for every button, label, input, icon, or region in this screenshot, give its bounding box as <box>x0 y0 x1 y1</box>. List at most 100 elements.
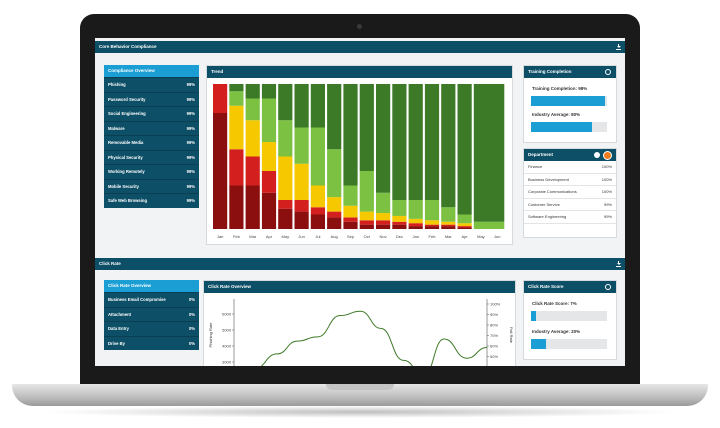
trend-bar-segment[interactable] <box>424 224 440 227</box>
trend-bar-segment[interactable] <box>229 149 244 186</box>
trend-bar-segment[interactable] <box>245 185 260 230</box>
trend-bar-segment[interactable] <box>359 84 374 171</box>
trend-bar-segment[interactable] <box>343 205 358 218</box>
department-row[interactable]: Customer Service 99% <box>524 199 616 211</box>
trend-bar-segment[interactable] <box>310 84 325 128</box>
trend-bar-segment[interactable] <box>327 211 342 218</box>
click-rate-item[interactable]: Data Entry 0% <box>104 321 199 336</box>
trend-bar-segment[interactable] <box>213 84 228 113</box>
trend-bar-segment[interactable] <box>343 84 358 186</box>
trend-bar-segment[interactable] <box>457 223 472 227</box>
trend-bar-segment[interactable] <box>229 91 244 106</box>
compliance-item[interactable]: Physical Security 99% <box>104 149 199 164</box>
department-row[interactable]: Software Engineering 99% <box>524 211 616 224</box>
trend-bar-segment[interactable] <box>343 185 358 206</box>
trend-bar-segment[interactable] <box>457 227 472 229</box>
trend-bar-segment[interactable] <box>457 226 472 228</box>
toggle-off-icon[interactable] <box>594 152 600 158</box>
trend-bar-segment[interactable] <box>261 98 277 143</box>
trend-bar-segment[interactable] <box>278 120 293 157</box>
trend-bar-segment[interactable] <box>424 200 440 221</box>
trend-bar-segment[interactable] <box>408 218 423 224</box>
department-row[interactable]: Finance 100% <box>524 161 616 174</box>
trend-bar-segment[interactable] <box>376 220 391 225</box>
compliance-item[interactable]: Working Remotely 99% <box>104 164 199 179</box>
trend-bar-segment[interactable] <box>229 84 244 92</box>
trend-bar-segment[interactable] <box>294 211 309 229</box>
download-icon[interactable] <box>616 261 621 267</box>
trend-bar-segment[interactable] <box>294 200 309 212</box>
trend-bar-segment[interactable] <box>441 224 456 227</box>
click-rate-item[interactable]: Attachment 0% <box>104 306 199 321</box>
trend-bar-segment[interactable] <box>310 127 325 186</box>
trend-bar-segment[interactable] <box>245 120 260 157</box>
trend-bar-segment[interactable] <box>392 215 407 222</box>
trend-bar-segment[interactable] <box>310 214 325 230</box>
trend-bar-segment[interactable] <box>245 156 260 186</box>
trend-bar-segment[interactable] <box>327 84 342 150</box>
trend-bar-segment[interactable] <box>310 185 325 208</box>
trend-bar-segment[interactable] <box>359 220 374 225</box>
trend-bar-segment[interactable] <box>392 200 407 216</box>
gear-icon[interactable] <box>605 69 611 75</box>
trend-bar-segment[interactable] <box>359 211 374 221</box>
trend-bar-segment[interactable] <box>376 192 391 214</box>
trend-bar-segment[interactable] <box>441 207 456 222</box>
trend-bar-segment[interactable] <box>245 98 260 121</box>
compliance-item[interactable]: Social Engineering 99% <box>104 106 199 121</box>
trend-bar-segment[interactable] <box>229 185 244 230</box>
trend-bar-segment[interactable] <box>424 84 440 200</box>
trend-bar-segment[interactable] <box>261 84 277 99</box>
trend-bar-segment[interactable] <box>408 84 423 200</box>
compliance-item[interactable]: Removable Media 99% <box>104 135 199 150</box>
trend-bar-segment[interactable] <box>376 213 391 221</box>
trend-bar-segment[interactable] <box>408 200 423 219</box>
download-icon[interactable] <box>616 44 621 50</box>
trend-bar-segment[interactable] <box>327 217 342 229</box>
department-row[interactable]: Corporate Communications 100% <box>524 186 616 199</box>
trend-bar-segment[interactable] <box>278 208 293 229</box>
trend-bar-segment[interactable] <box>457 214 472 224</box>
compliance-item[interactable]: Malware 99% <box>104 120 199 135</box>
trend-bar-segment[interactable] <box>441 221 456 225</box>
trend-bar-segment[interactable] <box>473 84 505 222</box>
trend-bar-segment[interactable] <box>327 149 342 198</box>
trend-bar-segment[interactable] <box>245 84 260 99</box>
trend-bar-segment[interactable] <box>441 84 456 208</box>
click-rate-item[interactable]: Business Email Compromise 0% <box>104 292 199 307</box>
trend-bar-segment[interactable] <box>310 207 325 215</box>
trend-bar-segment[interactable] <box>473 221 505 229</box>
click-rate-item[interactable]: Drive By 0% <box>104 335 199 350</box>
department-row[interactable]: Business Development 100% <box>524 174 616 186</box>
trend-bar-segment[interactable] <box>359 171 374 212</box>
trend-bar-segment[interactable] <box>359 224 374 229</box>
trend-bar-segment[interactable] <box>376 224 391 229</box>
trend-bar-segment[interactable] <box>441 226 456 229</box>
trend-bar-segment[interactable] <box>392 224 407 229</box>
compliance-item[interactable]: Safe Web Browsing 99% <box>104 193 199 208</box>
trend-bar-segment[interactable] <box>392 84 407 200</box>
gear-icon[interactable] <box>605 284 611 290</box>
trend-bar-segment[interactable] <box>278 156 293 201</box>
trend-bar-segment[interactable] <box>343 221 358 229</box>
trend-bar-segment[interactable] <box>278 84 293 121</box>
trend-bar-segment[interactable] <box>261 192 277 229</box>
trend-bar-segment[interactable] <box>457 84 472 215</box>
trend-bar-segment[interactable] <box>327 197 342 212</box>
trend-bar-segment[interactable] <box>294 84 309 128</box>
compliance-item[interactable]: Mobile Security 99% <box>104 178 199 193</box>
trend-bar-segment[interactable] <box>213 113 228 229</box>
trend-bar-segment[interactable] <box>294 127 309 164</box>
trend-bar-segment[interactable] <box>392 221 407 225</box>
trend-bar-segment[interactable] <box>261 142 277 171</box>
trend-bar-segment[interactable] <box>408 223 423 227</box>
trend-bar-segment[interactable] <box>376 84 391 193</box>
trend-bar-segment[interactable] <box>294 163 309 200</box>
trend-bar-segment[interactable] <box>343 217 358 222</box>
trend-bar-segment[interactable] <box>229 105 244 150</box>
trend-bar-segment[interactable] <box>424 226 440 229</box>
compliance-item[interactable]: Password Security 99% <box>104 91 199 106</box>
trend-bar-segment[interactable] <box>408 226 423 229</box>
trend-bar-segment[interactable] <box>278 200 293 209</box>
trend-bar-segment[interactable] <box>424 220 440 225</box>
